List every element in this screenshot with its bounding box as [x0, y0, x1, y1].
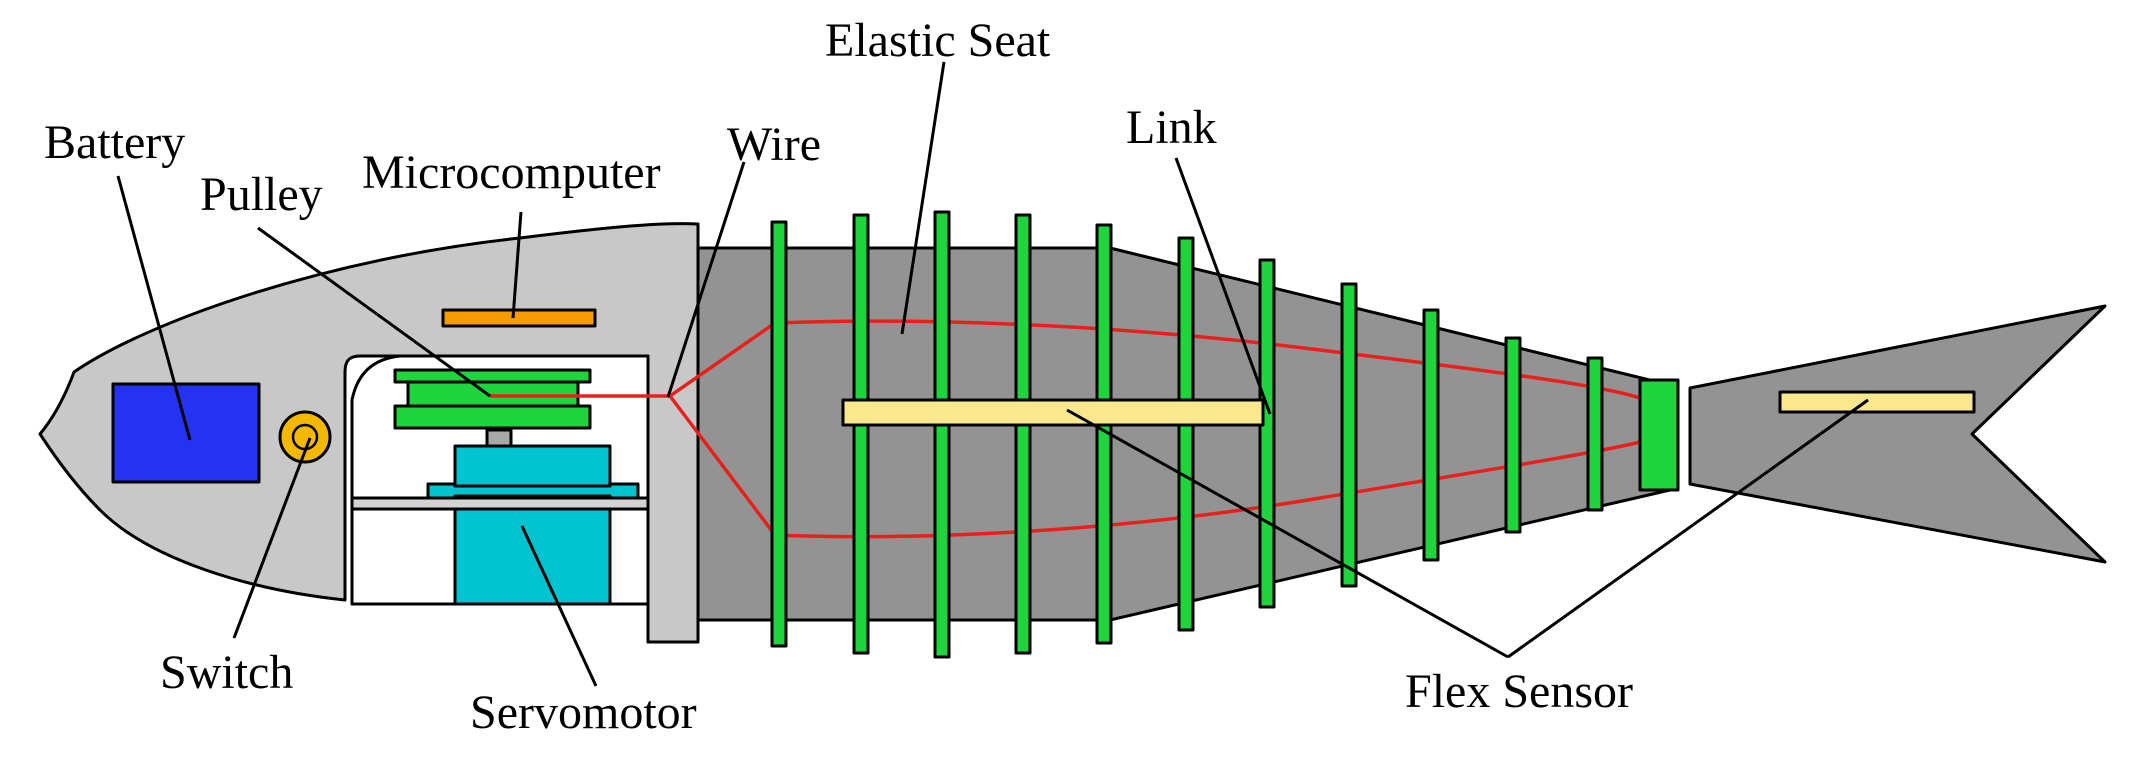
label-servomotor: Servomotor — [470, 686, 697, 739]
label-wire: Wire — [727, 118, 821, 171]
label-link: Link — [1126, 101, 1217, 154]
label-flex-sensor: Flex Sensor — [1405, 665, 1633, 718]
pulley — [393, 368, 592, 430]
label-battery: Battery — [44, 116, 185, 169]
tail-fin — [1688, 304, 2107, 564]
flex-sensor-body — [841, 398, 1265, 427]
head-shell — [38, 222, 700, 644]
battery — [111, 382, 261, 484]
flex-sensor-tail — [1778, 390, 1976, 414]
label-pulley: Pulley — [200, 168, 323, 221]
label-microcomputer: Microcomputer — [362, 146, 661, 199]
servomotor — [350, 428, 650, 606]
label-elastic-seat: Elastic Seat — [825, 14, 1051, 67]
link-plates — [770, 210, 1680, 659]
microcomputer — [441, 308, 597, 328]
label-switch: Switch — [160, 646, 293, 699]
switch — [278, 410, 332, 464]
leader-lines — [116, 61, 1869, 687]
